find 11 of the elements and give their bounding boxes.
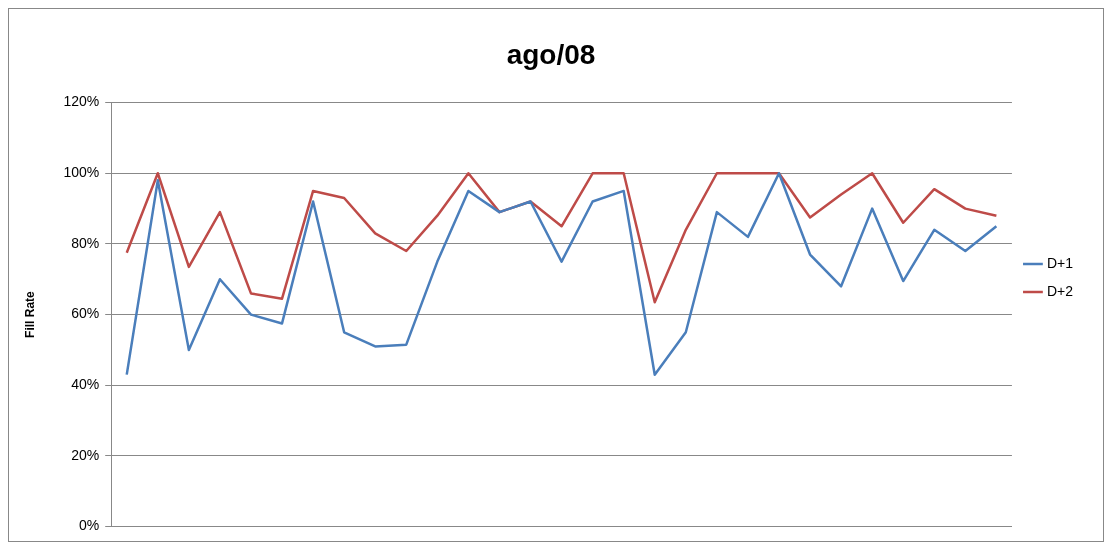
y-tick-label: 120% [63, 93, 100, 110]
chart-title: ago/08 [506, 38, 596, 70]
y-tick-label: 80% [71, 234, 100, 251]
y-tick-label: 100% [63, 164, 100, 181]
y-tick-label: 60% [71, 305, 100, 322]
y-tick-label: 20% [71, 446, 100, 463]
legend-label: D+2 [1046, 282, 1074, 299]
y-tick-label: 40% [71, 376, 100, 393]
y-tick-label: 0% [78, 517, 100, 534]
legend-label: D+1 [1046, 254, 1074, 271]
y-axis-title: Fill Rate [22, 290, 37, 338]
